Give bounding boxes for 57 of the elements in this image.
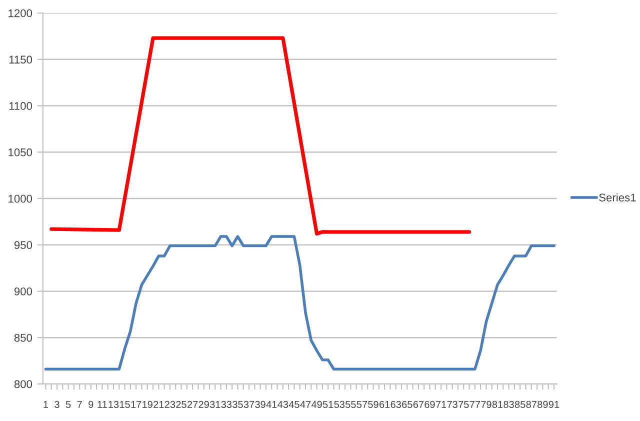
x-tick-label: 61 [380, 400, 390, 408]
x-tick-label: 1 [44, 400, 48, 408]
x-tick-label: 85 [514, 400, 526, 408]
x-tick-label: 11 [98, 400, 107, 408]
x-tick-label: 13 [108, 400, 119, 408]
x-tick-label: 53 [334, 400, 344, 408]
y-tick-label: 1000 [8, 194, 32, 203]
x-tick-label: 33 [221, 400, 232, 408]
x-tick-label: 17 [131, 400, 142, 408]
line-series [50, 36, 472, 236]
x-tick-label: 65 [402, 400, 412, 408]
y-tick-label: 1150 [9, 56, 32, 64]
y-tick-label: 850 [14, 334, 32, 342]
x-tick-label: 7 [77, 400, 82, 408]
x-tick-label: 29 [198, 400, 209, 408]
x-tick-label: 39 [255, 400, 266, 408]
x-tick-label: 59 [368, 400, 378, 408]
x-tick-label: 25 [176, 400, 186, 408]
x-tick-label: 35 [232, 400, 243, 408]
x-tick-label: 31 [210, 400, 220, 408]
x-tick-label: 73 [447, 400, 458, 408]
x-tick-label: 47 [300, 400, 311, 408]
x-tick-label: 77 [470, 400, 480, 408]
x-tick-label: 21 [154, 400, 164, 408]
x-tick-label: 23 [164, 400, 176, 408]
x-tick-label: 75 [458, 400, 469, 408]
x-tick-label: 69 [424, 400, 435, 408]
y-tick-label: 950 [14, 241, 32, 249]
x-tick-label: 79 [481, 400, 492, 408]
x-tick-label: 49 [311, 400, 322, 408]
y-tick-label: 1050 [8, 148, 32, 156]
x-tick-label: 43 [278, 400, 288, 408]
x-tick-label: 41 [266, 400, 277, 408]
x-tick-label: 5 [66, 400, 71, 408]
x-tick-label: 91 [548, 400, 560, 408]
x-tick-label: 71 [436, 400, 446, 408]
x-tick-label: 83 [504, 400, 514, 408]
x-tick-label: 19 [142, 400, 152, 408]
legend-label: Series1 [599, 193, 636, 202]
x-tick-label: 27 [187, 400, 198, 408]
x-tick-label: 45 [288, 400, 300, 408]
x-tick-label: 67 [413, 400, 424, 408]
x-tick-label: 89 [538, 400, 548, 408]
x-tick-label: 57 [356, 400, 368, 408]
y-tick-label: 900 [14, 287, 32, 296]
x-tick-label: 51 [322, 400, 334, 408]
y-tick-label: 1200 [8, 9, 32, 18]
x-tick-label: 63 [390, 400, 401, 408]
x-tick-label: 87 [526, 400, 536, 408]
x-tick-label: 3 [54, 400, 60, 408]
x-tick-label: 81 [492, 400, 503, 408]
x-tick-label: 55 [346, 400, 356, 408]
x-tick-label: 15 [120, 400, 130, 408]
x-tick-label: 9 [88, 400, 94, 408]
y-tick-label: 800 [14, 380, 32, 388]
y-tick-label: 1100 [9, 102, 32, 110]
x-tick-label: 37 [244, 400, 254, 408]
